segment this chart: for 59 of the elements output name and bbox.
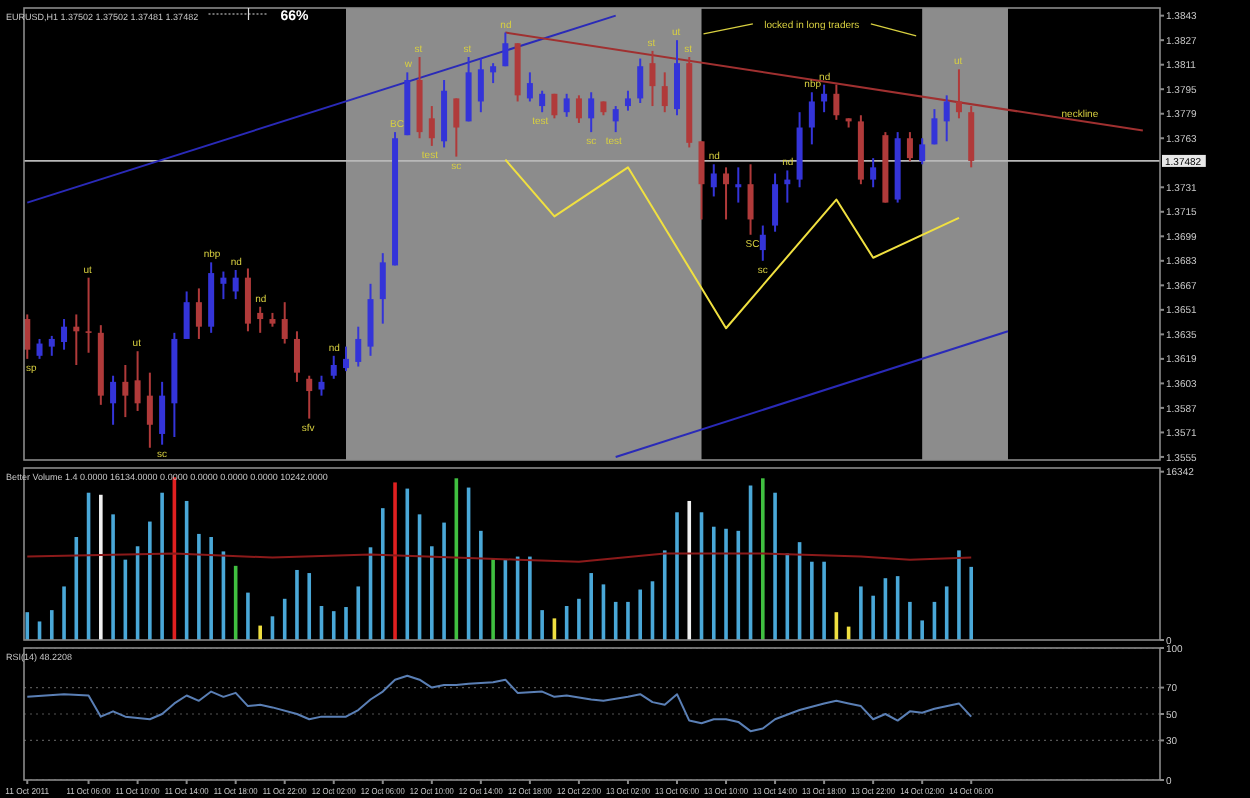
candlestick [747,163,754,236]
candlestick [870,157,877,189]
candlestick [698,140,705,221]
candlestick [330,354,337,380]
candlestick [661,71,668,114]
candlestick [551,92,558,120]
candlestick [931,108,938,146]
candlestick [575,94,582,124]
candlestick [343,345,349,373]
candlestick [453,97,460,158]
candlestick [833,83,840,121]
candlestick [134,350,141,412]
candlestick [649,49,656,108]
candlestick [955,68,962,120]
candlestick [772,172,779,233]
candlestick [428,105,435,147]
candlestick [563,92,570,118]
candlestick [159,380,166,446]
candlestick [110,374,117,426]
candlestick [588,91,595,134]
candlestick [220,270,227,301]
candlestick [85,276,92,354]
candlestick [735,166,742,204]
candlestick [367,282,374,357]
candlestick [232,269,239,301]
candlestick [306,374,313,420]
candlestick [612,105,619,134]
candlestick [808,91,815,146]
candlestick [244,267,251,333]
candlestick [477,57,484,114]
candlestick [293,330,300,383]
candlestick [943,94,950,143]
candlestick [674,39,680,117]
candlestick [122,364,129,419]
candlestick [723,166,730,221]
candlestick [61,318,68,351]
candlestick [502,31,509,68]
candlestick [318,374,325,397]
candlestick [490,62,497,85]
candlestick [821,83,828,114]
line-series [504,158,960,330]
candlestick [919,137,926,166]
candlestick [526,71,533,103]
candlestick [539,89,546,114]
candlestick [146,371,153,449]
candlestick [759,224,766,262]
candlestick [624,89,631,112]
candlestick [183,290,190,340]
candlestick [355,325,362,368]
candlestick [637,57,644,104]
candlestick [48,334,55,357]
candlestick [906,131,913,163]
candlestick [379,252,386,325]
candlestick [710,163,717,198]
candlestick [257,305,264,334]
candlestick [195,287,202,340]
line-series [26,674,973,733]
candlestick [36,337,43,360]
candlestick [281,301,288,345]
